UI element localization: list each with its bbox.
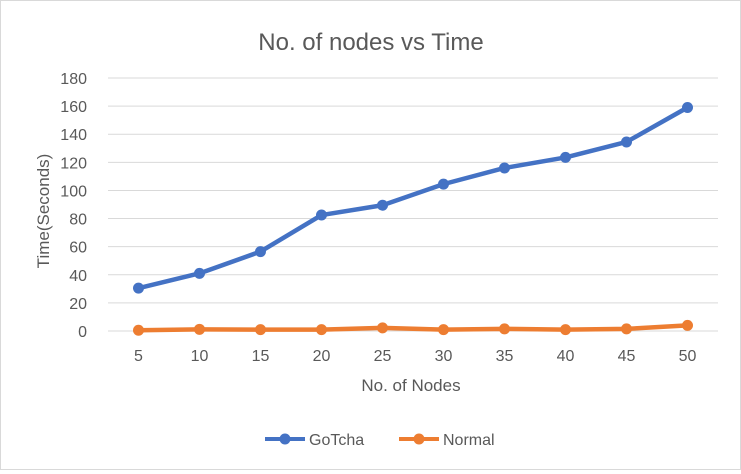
x-tick-label: 45 xyxy=(618,348,636,365)
y-axis-tick-labels: 0 20 40 60 80 100 120 140 160 180 xyxy=(60,71,87,341)
x-tick-label: 15 xyxy=(252,348,270,365)
chart-title: No. of nodes vs Time xyxy=(258,29,483,56)
gotcha-line xyxy=(136,105,690,291)
legend-item-gotcha: GoTcha xyxy=(265,432,364,449)
normal-point xyxy=(255,324,266,336)
x-tick-label: 30 xyxy=(435,348,453,365)
legend-label-gotcha: GoTcha xyxy=(309,432,364,449)
gotcha-point xyxy=(560,151,571,163)
gotcha-point xyxy=(133,282,144,294)
y-tick-label: 60 xyxy=(69,240,87,257)
legend-item-normal: Normal xyxy=(399,432,495,449)
y-tick-label: 180 xyxy=(60,71,87,88)
x-tick-label: 25 xyxy=(374,348,392,365)
x-tick-label: 10 xyxy=(191,348,209,365)
y-tick-label: 0 xyxy=(78,324,87,341)
series-normal xyxy=(133,319,693,336)
normal-point xyxy=(621,323,632,335)
normal-point xyxy=(560,324,571,336)
gotcha-point xyxy=(621,136,632,148)
y-tick-label: 20 xyxy=(69,296,87,313)
legend-marker-gotcha xyxy=(279,433,291,445)
gotcha-point xyxy=(682,102,693,114)
normal-point xyxy=(682,319,693,331)
y-tick-label: 160 xyxy=(60,99,87,116)
series-layer xyxy=(133,102,693,336)
normal-point xyxy=(194,323,205,335)
gotcha-point xyxy=(255,246,266,258)
gotcha-point xyxy=(377,199,388,211)
y-tick-label: 100 xyxy=(60,183,87,200)
gridlines xyxy=(108,77,718,332)
normal-point xyxy=(133,324,144,336)
x-tick-label: 50 xyxy=(679,348,697,365)
legend-marker-normal xyxy=(413,433,425,445)
y-tick-label: 140 xyxy=(60,127,87,144)
x-tick-label: 20 xyxy=(313,348,331,365)
y-tick-label: 40 xyxy=(69,268,87,285)
gotcha-point xyxy=(194,267,205,279)
legend: GoTcha Normal xyxy=(265,432,495,449)
normal-point xyxy=(499,323,510,335)
x-axis-title: No. of Nodes xyxy=(361,376,460,395)
gotcha-point xyxy=(316,209,327,221)
x-tick-label: 40 xyxy=(557,348,575,365)
gotcha-point xyxy=(499,162,510,174)
y-tick-label: 120 xyxy=(60,155,87,172)
gotcha-point xyxy=(438,178,449,190)
normal-point xyxy=(438,324,449,336)
normal-point xyxy=(377,322,388,334)
x-axis-tick-labels: 5 10 15 20 25 30 35 40 45 50 xyxy=(134,348,696,365)
x-tick-label: 5 xyxy=(134,348,143,365)
normal-line xyxy=(136,323,690,333)
x-tick-label: 35 xyxy=(496,348,514,365)
series-gotcha xyxy=(133,102,693,294)
legend-label-normal: Normal xyxy=(443,432,495,449)
normal-point xyxy=(316,324,327,336)
y-axis-title: Time(Seconds) xyxy=(34,154,53,269)
y-tick-label: 80 xyxy=(69,212,87,229)
